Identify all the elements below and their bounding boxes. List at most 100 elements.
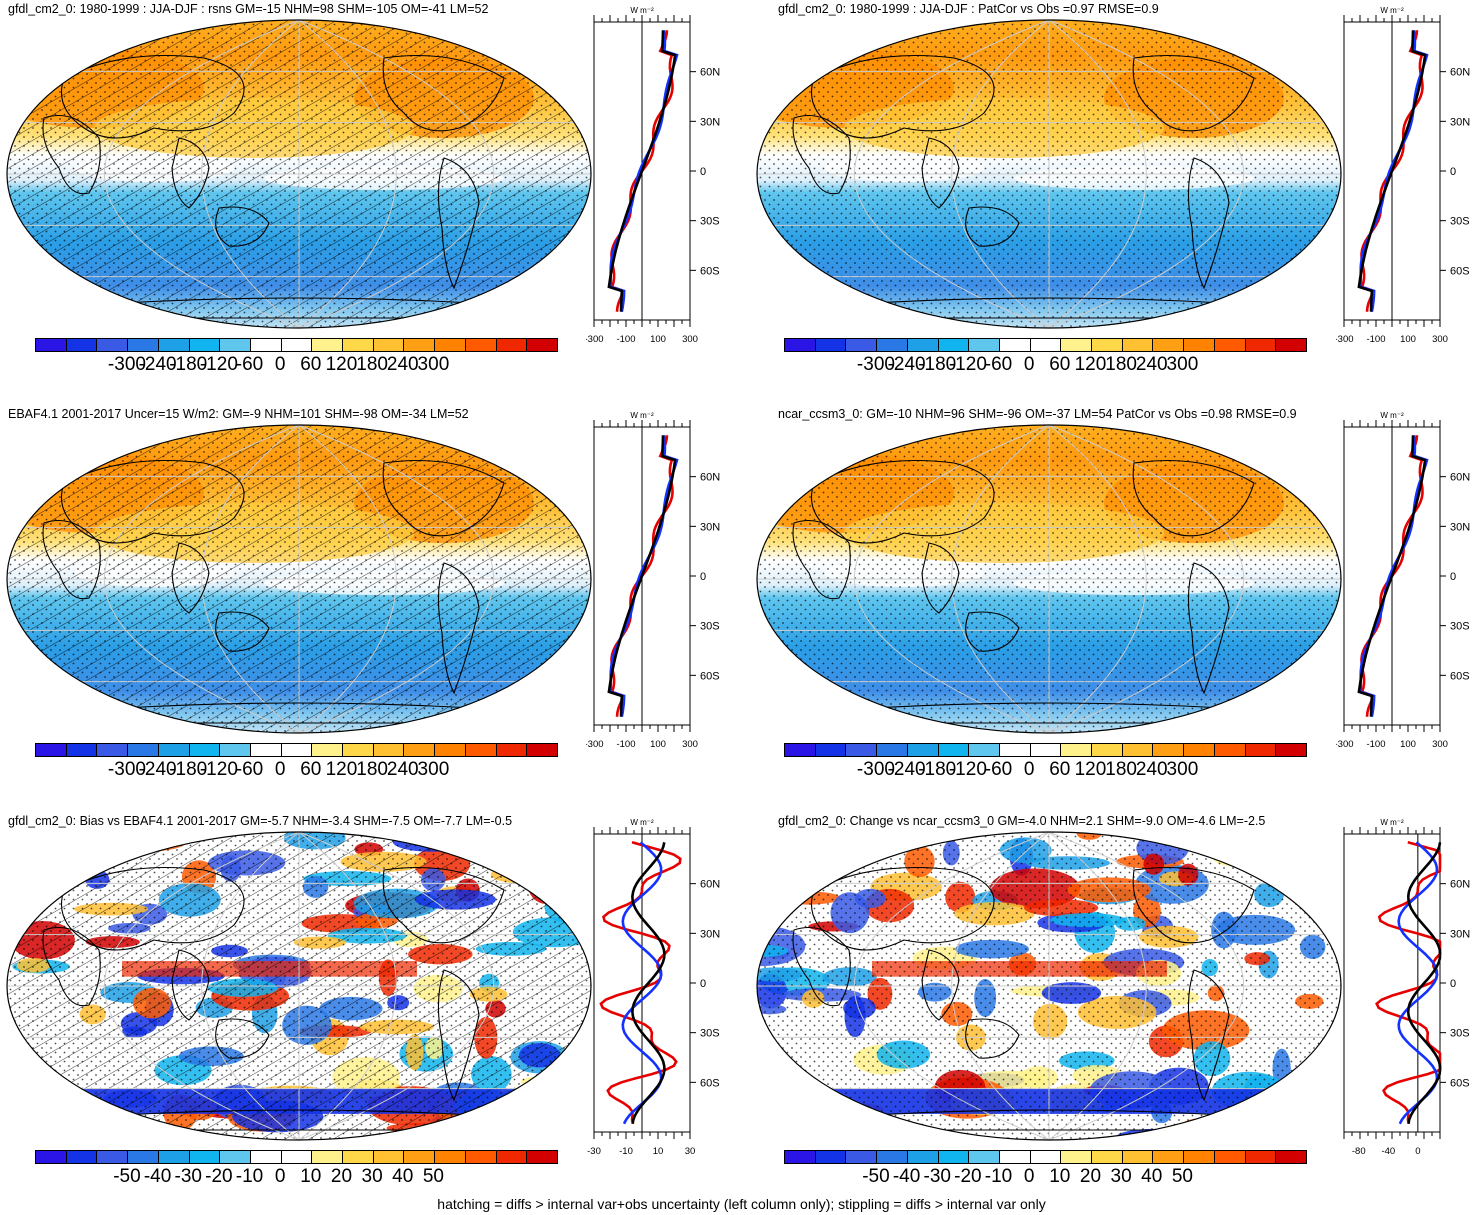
colorbar-label: 20 (1079, 1166, 1102, 1187)
colorbar-label: -50 (862, 1166, 890, 1187)
colorbar-swatch (312, 1151, 344, 1163)
colorbar-labels: -300 -240 -180 -120 -60 0 60 120 180 240 300 (784, 354, 1305, 375)
colorbar-swatch (373, 1151, 405, 1163)
colorbar-swatch (1245, 1151, 1277, 1163)
colorbar-swatch (373, 339, 405, 351)
colorbar-swatch (1184, 744, 1215, 756)
panel-title: gfdl_cm2_0: 1980-1999 : JJA-DJF : PatCor… (778, 2, 1159, 16)
colorbar-swatch (404, 339, 436, 351)
colorbar-swatch (465, 744, 497, 756)
colorbar-swatch (250, 339, 282, 351)
colorbar-swatch (220, 744, 251, 756)
zonal-x-tick: -100 (616, 739, 635, 750)
panel-title: ncar_ccsm3_0: GM=-10 NHM=96 SHM=-96 OM=-… (778, 407, 1297, 421)
colorbar-swatch (1214, 1151, 1246, 1163)
colorbar-swatch (1245, 339, 1277, 351)
colorbar-swatch (969, 339, 1000, 351)
zonal-unit-label: W m⁻² (630, 411, 654, 420)
colorbar-label: 40 (392, 1166, 414, 1187)
colorbar-swatch (373, 744, 405, 756)
colorbar-label: -300 (856, 354, 895, 375)
colorbar-swatch (1153, 1151, 1185, 1163)
zonal-y-tick: 60S (700, 265, 720, 277)
colorbar-label: -180 (918, 354, 957, 375)
colorbar-swatch (785, 339, 816, 351)
colorbar-swatch (1245, 744, 1277, 756)
colorbar-label: 30 (1110, 1166, 1132, 1187)
robinson-map (756, 831, 1342, 1141)
colorbar-label: 240 (386, 759, 419, 780)
zonal-x-tick: 100 (650, 739, 666, 750)
colorbar-swatch (846, 744, 878, 756)
colorbar-swatch (877, 339, 908, 351)
colorbar-swatch (815, 339, 847, 351)
colorbar-label: 300 (1166, 759, 1199, 780)
zonal-y-tick: 30S (700, 621, 720, 633)
colorbar-label: -50 (113, 1166, 141, 1187)
colorbar-swatch (66, 1151, 98, 1163)
zonal-unit-label: W m⁻² (1380, 818, 1404, 827)
colorbar-swatch (938, 1151, 970, 1163)
colorbar-swatch (846, 1151, 878, 1163)
zonal-x-tick: 100 (1400, 334, 1416, 345)
zonal-y-tick: 30N (1450, 928, 1470, 940)
zonal-x-tick: -300 (1336, 334, 1354, 345)
colorbar-label: 0 (274, 759, 286, 780)
zonal-y-tick: 60S (700, 1077, 720, 1089)
colorbar-label: 0 (1023, 759, 1035, 780)
colorbar-label: -20 (205, 1166, 233, 1187)
colorbar-swatch (404, 744, 436, 756)
colorbar-swatch (496, 1151, 528, 1163)
colorbar-swatch (189, 339, 221, 351)
colorbar-swatch (404, 1151, 436, 1163)
zonal-y-tick: 60N (700, 879, 720, 891)
colorbar-label: 120 (1074, 759, 1107, 780)
colorbar-swatch (128, 1151, 159, 1163)
colorbar-swatch (158, 339, 190, 351)
zonal-y-tick: 60N (1450, 67, 1470, 79)
robinson-map (756, 19, 1342, 329)
colorbar-swatch (36, 1151, 67, 1163)
zonal-y-tick: 30S (1450, 1028, 1470, 1040)
colorbar-swatch (220, 339, 251, 351)
colorbar-swatch (527, 1151, 557, 1163)
zonal-y-tick: 30N (700, 116, 720, 128)
zonal-x-tick: -40 (1381, 1146, 1395, 1157)
colorbar-swatch (343, 339, 374, 351)
colorbar-swatch (1153, 339, 1185, 351)
colorbar-swatch (189, 744, 221, 756)
map-panel-5: gfdl_cm2_0: Bias vs EBAF4.1 2001-2017 GM… (0, 812, 740, 1212)
colorbar-swatch (1092, 1151, 1123, 1163)
colorbar-swatch (1276, 339, 1306, 351)
colorbar-swatch (938, 744, 970, 756)
zonal-y-tick: 0 (1450, 978, 1456, 990)
colorbar-label: -30 (174, 1166, 202, 1187)
colorbar-label: 0 (274, 354, 286, 375)
colorbar-swatch (1214, 744, 1246, 756)
colorbar-swatch (1061, 1151, 1093, 1163)
zonal-y-tick: 30S (1450, 621, 1470, 633)
colorbar (35, 743, 558, 757)
colorbar-label: -60 (235, 759, 264, 780)
colorbar-label: -40 (143, 1166, 172, 1187)
colorbar-swatch (815, 744, 847, 756)
colorbar (784, 338, 1307, 352)
map-panel-1: gfdl_cm2_0: 1980-1999 : JJA-DJF : rsns G… (0, 0, 740, 400)
colorbar-swatch (1184, 339, 1215, 351)
colorbar-swatch (785, 744, 816, 756)
colorbar-label: 180 (356, 759, 388, 780)
colorbar-swatch (527, 744, 557, 756)
zonal-y-tick: 30S (700, 1028, 720, 1040)
colorbar (35, 1150, 558, 1164)
zonal-mean-plot: W m⁻² 60N 30N 0 30S 60S -30 -10 10 30 (587, 818, 720, 1157)
zonal-x-tick: 100 (650, 334, 666, 345)
colorbar-swatch (1184, 1151, 1215, 1163)
colorbar-label: -10 (235, 1166, 264, 1187)
colorbar-swatch (1092, 744, 1123, 756)
colorbar-label: 240 (386, 354, 419, 375)
zonal-x-tick: 300 (1432, 334, 1448, 345)
colorbar-swatch (36, 744, 67, 756)
zonal-x-tick: -100 (616, 334, 635, 345)
colorbar-swatch (907, 744, 939, 756)
colorbar-label: 0 (1023, 1166, 1035, 1187)
